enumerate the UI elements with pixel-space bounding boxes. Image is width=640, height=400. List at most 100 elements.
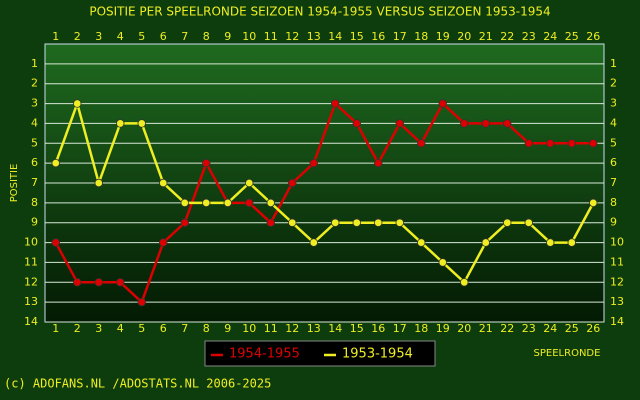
- y-tick-label: 3: [31, 97, 38, 110]
- series-line: [54, 99, 595, 285]
- point: [116, 278, 125, 287]
- point: [417, 238, 426, 247]
- point: [288, 218, 297, 227]
- x-axis-label: SPEELRONDE: [534, 348, 601, 359]
- y-tick-label: 10: [24, 236, 38, 249]
- y-tick-label: 11: [610, 255, 624, 268]
- y-tick-label: 2: [610, 77, 617, 90]
- point: [309, 158, 318, 168]
- x-tick-label: 1: [52, 322, 59, 335]
- point: [503, 119, 512, 128]
- point: [417, 139, 426, 148]
- x-tick-label: 3: [95, 322, 102, 335]
- x-tick-label: 17: [393, 322, 407, 335]
- x-tick-label: 6: [160, 30, 167, 43]
- x-tick-label: 1: [52, 30, 59, 43]
- y-tick-label: 12: [24, 275, 38, 288]
- point: [589, 139, 598, 148]
- point: [202, 198, 211, 208]
- x-tick-label: 23: [522, 322, 536, 335]
- legend-label: 1954-1955: [229, 347, 300, 362]
- x-tick-label: 13: [307, 322, 321, 335]
- point: [503, 218, 512, 227]
- point: [73, 278, 82, 287]
- point: [266, 198, 275, 208]
- x-tick-label: 17: [393, 30, 407, 43]
- y-tick-label: 6: [31, 156, 38, 169]
- point: [223, 198, 232, 208]
- x-tick-label: 2: [74, 30, 81, 43]
- point: [202, 158, 211, 168]
- y-tick-label: 14: [610, 315, 624, 328]
- footer: (c) ADOFANS.NL /ADOSTATS.NL 2006-2025: [4, 377, 271, 391]
- point: [159, 238, 168, 247]
- x-tick-label: 25: [565, 30, 579, 43]
- y-tick-label: 1: [31, 57, 38, 70]
- point: [481, 119, 490, 128]
- point: [137, 119, 146, 128]
- point: [395, 218, 404, 227]
- point: [180, 198, 189, 208]
- point: [352, 218, 361, 227]
- legend: [204, 340, 436, 367]
- x-tick-label: 7: [181, 322, 188, 335]
- x-tick-label: 20: [457, 30, 471, 43]
- y-tick-label: 8: [610, 196, 617, 209]
- point: [73, 99, 82, 108]
- y-tick-label: 14: [24, 315, 38, 328]
- point: [374, 218, 383, 227]
- point: [546, 139, 555, 148]
- x-tick-label: 4: [117, 30, 124, 43]
- point: [546, 238, 555, 247]
- x-tick-label: 24: [543, 30, 557, 43]
- x-tick-label: 9: [224, 30, 231, 43]
- y-tick-label: 1: [610, 57, 617, 70]
- y-tick-label: 12: [610, 275, 624, 288]
- x-tick-label: 5: [138, 322, 145, 335]
- x-tick-label: 18: [414, 322, 428, 335]
- y-tick-label: 7: [610, 176, 617, 189]
- x-tick-label: 20: [457, 322, 471, 335]
- x-tick-label: 16: [371, 30, 385, 43]
- x-tick-label: 16: [371, 322, 385, 335]
- y-tick-label: 8: [31, 196, 38, 209]
- point: [245, 198, 254, 208]
- y-tick-label: 5: [31, 136, 38, 149]
- x-tick-label: 26: [586, 322, 600, 335]
- point: [524, 139, 533, 148]
- x-tick-label: 10: [242, 322, 256, 335]
- point: [180, 218, 189, 227]
- y-tick-label: 4: [31, 116, 38, 129]
- point: [51, 158, 60, 168]
- x-tick-label: 19: [436, 30, 450, 43]
- y-tick-label: 3: [610, 97, 617, 110]
- x-tick-label: 2: [74, 322, 81, 335]
- point: [524, 218, 533, 227]
- y-tick-label: 9: [610, 216, 617, 229]
- point: [94, 278, 103, 287]
- x-tick-label: 8: [203, 30, 210, 43]
- point: [159, 178, 168, 188]
- point: [460, 119, 469, 128]
- point: [94, 178, 103, 188]
- point: [309, 238, 318, 247]
- point: [352, 119, 361, 128]
- x-tick-label: 3: [95, 30, 102, 43]
- point: [589, 198, 598, 208]
- x-tick-label: 12: [285, 322, 299, 335]
- x-tick-label: 14: [328, 322, 342, 335]
- x-tick-label: 14: [328, 30, 342, 43]
- x-tick-label: 11: [264, 322, 278, 335]
- x-tick-label: 15: [350, 30, 364, 43]
- point: [481, 238, 490, 247]
- x-tick-label: 19: [436, 322, 450, 335]
- x-tick-label: 15: [350, 322, 364, 335]
- y-tick-label: 6: [610, 156, 617, 169]
- point: [266, 218, 275, 227]
- point: [137, 297, 146, 307]
- x-tick-label: 25: [565, 322, 579, 335]
- point: [438, 258, 447, 267]
- y-tick-label: 9: [31, 216, 38, 229]
- x-tick-label: 13: [307, 30, 321, 43]
